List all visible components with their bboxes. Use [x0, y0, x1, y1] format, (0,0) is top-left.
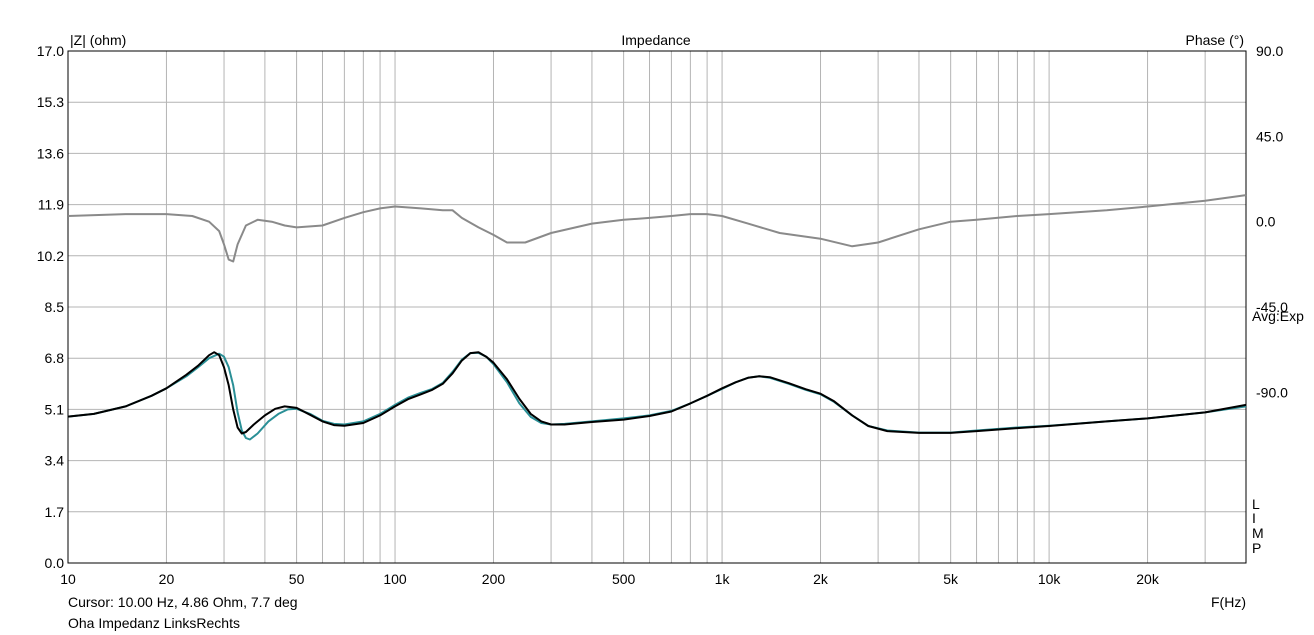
- y-left-tick-label: 8.5: [45, 299, 65, 315]
- x-tick-label: 200: [482, 571, 506, 587]
- y-left-tick-label: 6.8: [45, 350, 65, 366]
- impedance-line-black: [67, 351, 1247, 435]
- y-left-tick-label: 10.2: [37, 248, 64, 264]
- limp-letter-l: L: [1252, 496, 1260, 512]
- phase-line: [67, 194, 1247, 263]
- chart-title: Impedance: [621, 32, 690, 48]
- y-left-tick-label: 0.0: [45, 555, 65, 571]
- y-right-tick-label: -90.0: [1256, 384, 1288, 400]
- limp-letter-m: M: [1252, 525, 1264, 541]
- cursor-readout: Cursor: 10.00 Hz, 4.86 Ohm, 7.7 deg: [68, 594, 298, 610]
- x-tick-label: 500: [612, 571, 636, 587]
- limp-letter-p: P: [1252, 540, 1261, 556]
- y-left-tick-label: 11.9: [38, 197, 64, 213]
- y-left-tick-label: 13.6: [37, 145, 64, 161]
- y-axis-left-label: |Z| (ohm): [70, 32, 126, 48]
- x-tick-label: 1k: [715, 571, 731, 587]
- x-tick-label: 20k: [1136, 571, 1160, 587]
- y-right-tick-label: -45.0: [1256, 299, 1288, 315]
- y-left-tick-label: 3.4: [45, 453, 65, 469]
- y-right-tick-label: 90.0: [1256, 43, 1283, 59]
- measurement-name: Oha Impedanz LinksRechts: [68, 615, 240, 631]
- y-axis-right-label: Phase (°): [1185, 32, 1244, 48]
- series-group: [67, 194, 1247, 441]
- x-tick-label: 2k: [813, 571, 829, 587]
- y-right-tick-label: 45.0: [1256, 128, 1283, 144]
- tick-labels: 0.0 1.7 3.4 5.1 6.8 8.5 10.2 11.9 13.6 15.3 17.0 90…: [37, 43, 1288, 587]
- x-axis-label: F(Hz): [1211, 594, 1246, 610]
- grid: [68, 51, 1246, 563]
- impedance-line-teal: [67, 351, 1247, 441]
- x-tick-label: 50: [289, 571, 305, 587]
- x-tick-label: 20: [159, 571, 175, 587]
- limp-letter-i: I: [1252, 510, 1256, 526]
- x-tick-label: 100: [383, 571, 407, 587]
- x-tick-label: 5k: [943, 571, 959, 587]
- y-left-tick-label: 5.1: [45, 401, 65, 417]
- avg-exp-label: Avg:Exp: [1252, 308, 1304, 324]
- y-left-tick-label: 17.0: [37, 43, 64, 59]
- y-left-tick-label: 15.3: [37, 94, 64, 110]
- y-left-tick-label: 1.7: [45, 504, 65, 520]
- x-tick-label: 10: [60, 571, 76, 587]
- plot-frame: [67, 50, 1247, 564]
- y-right-tick-label: 0.0: [1256, 214, 1276, 230]
- x-tick-label: 10k: [1038, 571, 1062, 587]
